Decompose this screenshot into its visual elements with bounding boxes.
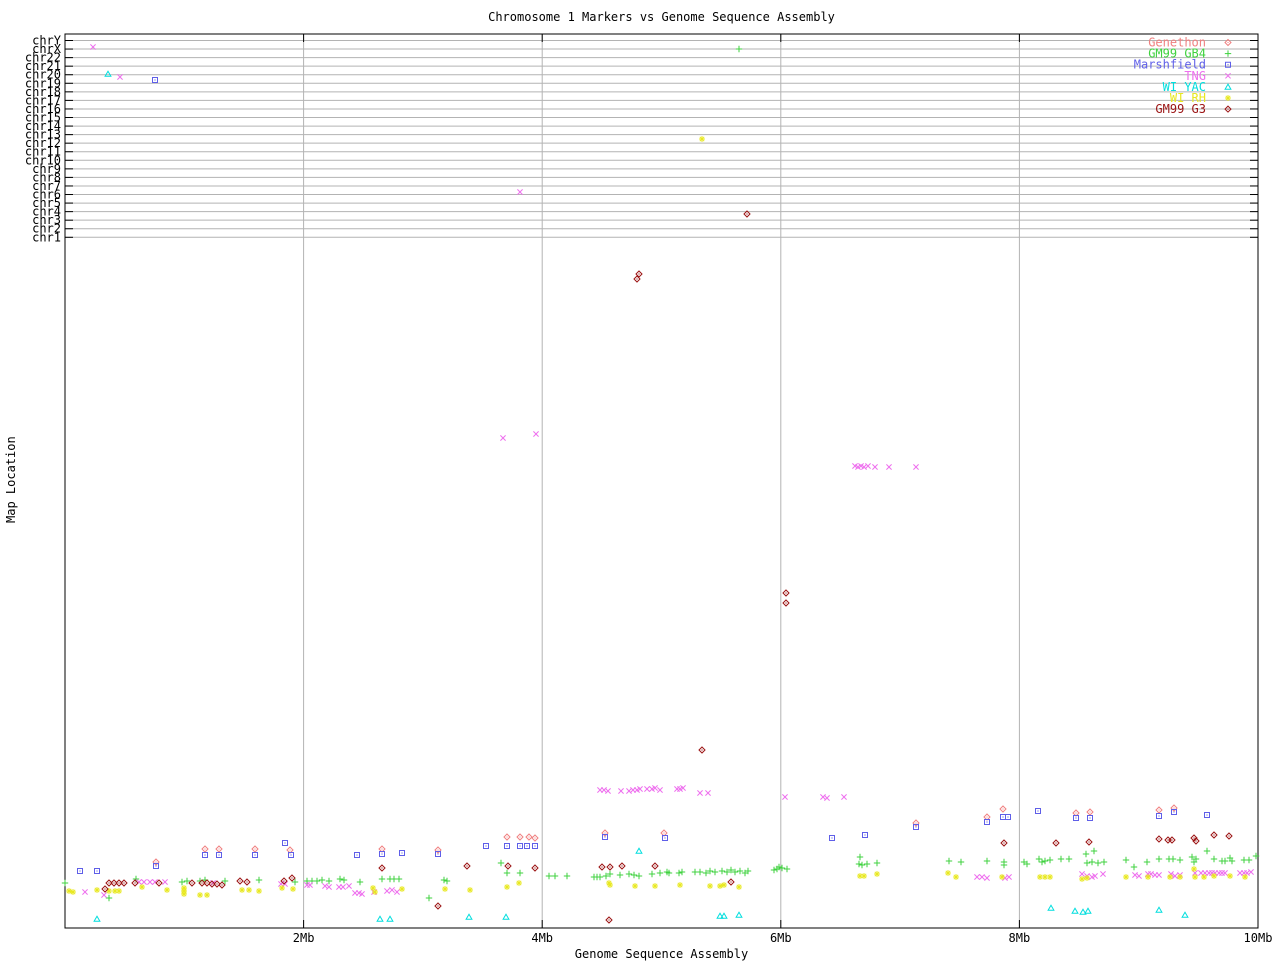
x-tick-label-8Mb: 8Mb (1009, 931, 1031, 945)
x-tick-label-10Mb: 10Mb (1244, 931, 1273, 945)
x-tick-label-6Mb: 6Mb (770, 931, 792, 945)
legend-label-wi-rh: WI RH (1170, 91, 1206, 105)
y-tick-label-chr16: chr16 (25, 102, 61, 116)
y-tick-label-chr8: chr8 (32, 170, 61, 184)
legend-marker-tng-icon (1225, 72, 1231, 79)
series-tng-points (82, 44, 1254, 898)
series-wi-yac-points (93, 70, 1189, 922)
axis-tick-labels: chrYchrXchr22chr21chr20chr19chr18chr17ch… (25, 34, 1273, 946)
x-axis-title: Genome Sequence Assembly (574, 947, 749, 961)
y-tick-label-chr5: chr5 (32, 196, 61, 210)
legend-marker-gm99-g3-icon (1224, 105, 1232, 113)
legend-label-gm99-gb4: GM99 GB4 (1148, 47, 1206, 61)
y-tick-label-chrX: chrX (32, 42, 62, 56)
legend-label-marshfield: Marshfield (1134, 58, 1206, 72)
y-tick-label-chr22: chr22 (25, 51, 61, 65)
legend-label-gm99-g3: GM99 G3 (1155, 102, 1206, 116)
x-tick-label-4Mb: 4Mb (531, 931, 553, 945)
y-tick-label-chr12: chr12 (25, 136, 61, 150)
series-wi-rh-points (66, 136, 1248, 898)
y-tick-label-chr20: chr20 (25, 68, 61, 82)
legend-label-wi-yac: WI YAC (1163, 80, 1206, 94)
series-marshfield-points (77, 77, 1210, 874)
series-gm99-gb4-points (61, 45, 1260, 902)
y-tick-label-chr17: chr17 (25, 93, 61, 107)
y-tick-label-chr15: chr15 (25, 111, 61, 125)
y-tick-label-chr18: chr18 (25, 85, 61, 99)
y-tick-label-chr14: chr14 (25, 119, 61, 133)
y-tick-label-chrY: chrY (32, 34, 62, 48)
y-tick-label-chr11: chr11 (25, 145, 61, 159)
y-tick-label-chr9: chr9 (32, 162, 61, 176)
y-tick-label-chr7: chr7 (32, 179, 61, 193)
legend-label-genethon: Genethon (1148, 36, 1206, 50)
legend-marker-wi-yac-icon (1224, 83, 1232, 90)
legend-marker-marshfield-icon (1225, 61, 1231, 68)
legend-label-tng: TNG (1184, 69, 1206, 83)
series-gm99-g3-points (101, 210, 1233, 924)
gridlines (65, 34, 1258, 928)
y-tick-label-chr10: chr10 (25, 153, 61, 167)
y-tick-label-chr1: chr1 (32, 230, 61, 244)
legend-marker-gm99-gb4-icon (1224, 50, 1232, 57)
chart-title: Chromosome 1 Markers vs Genome Sequence … (488, 10, 835, 24)
y-tick-label-chr3: chr3 (32, 213, 61, 227)
x-tick-label-2Mb: 2Mb (293, 931, 315, 945)
legend-marker-wi-rh-icon (1225, 95, 1231, 101)
y-tick-label-chr4: chr4 (32, 205, 61, 219)
y-tick-label-chr6: chr6 (32, 188, 61, 202)
y-tick-label-chr2: chr2 (32, 222, 61, 236)
plot-border-and-ticks (64, 33, 1259, 929)
y-tick-label-chr13: chr13 (25, 128, 61, 142)
y-tick-label-chr21: chr21 (25, 59, 61, 73)
y-tick-label-chr19: chr19 (25, 76, 61, 90)
legend-marker-genethon-icon (1224, 38, 1232, 47)
